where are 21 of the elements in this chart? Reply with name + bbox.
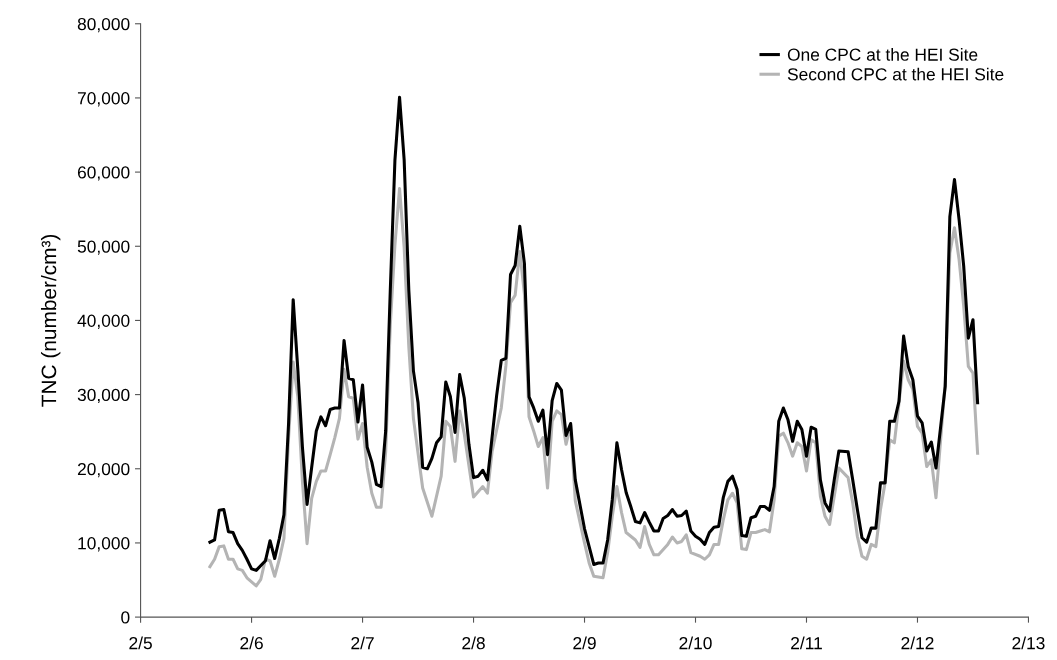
- x-tick-label: 2/7: [351, 636, 374, 650]
- x-tick-label: 2/5: [129, 636, 152, 650]
- x-tick-label: 2/12: [901, 636, 934, 650]
- x-tick-label: 2/8: [462, 636, 485, 650]
- x-tick-label: 2/9: [573, 636, 596, 650]
- x-tick-label: 2/11: [791, 636, 822, 650]
- y-tick-label: 60,000: [77, 166, 130, 181]
- x-tick-label: 2/6: [240, 636, 263, 650]
- y-tick-label: 70,000: [77, 92, 130, 107]
- y-tick-label: 10,000: [78, 537, 130, 552]
- legend-label: Second CPC at the HEI Site: [787, 67, 1004, 81]
- y-tick-label: 50,000: [77, 240, 130, 255]
- y-tick-label: 80,000: [77, 17, 130, 33]
- x-tick-label: 2/13: [1012, 636, 1045, 650]
- y-tick-label: 20,000: [77, 462, 130, 478]
- y-axis-title: TNC (number/cm³): [40, 234, 61, 407]
- legend-label: One CPC at the HEI Site: [787, 48, 978, 61]
- y-tick-label: 30,000: [77, 388, 130, 404]
- x-tick-label: 2/10: [679, 636, 712, 650]
- y-tick-label: 40,000: [77, 314, 130, 329]
- y-tick-label: 0: [121, 611, 130, 624]
